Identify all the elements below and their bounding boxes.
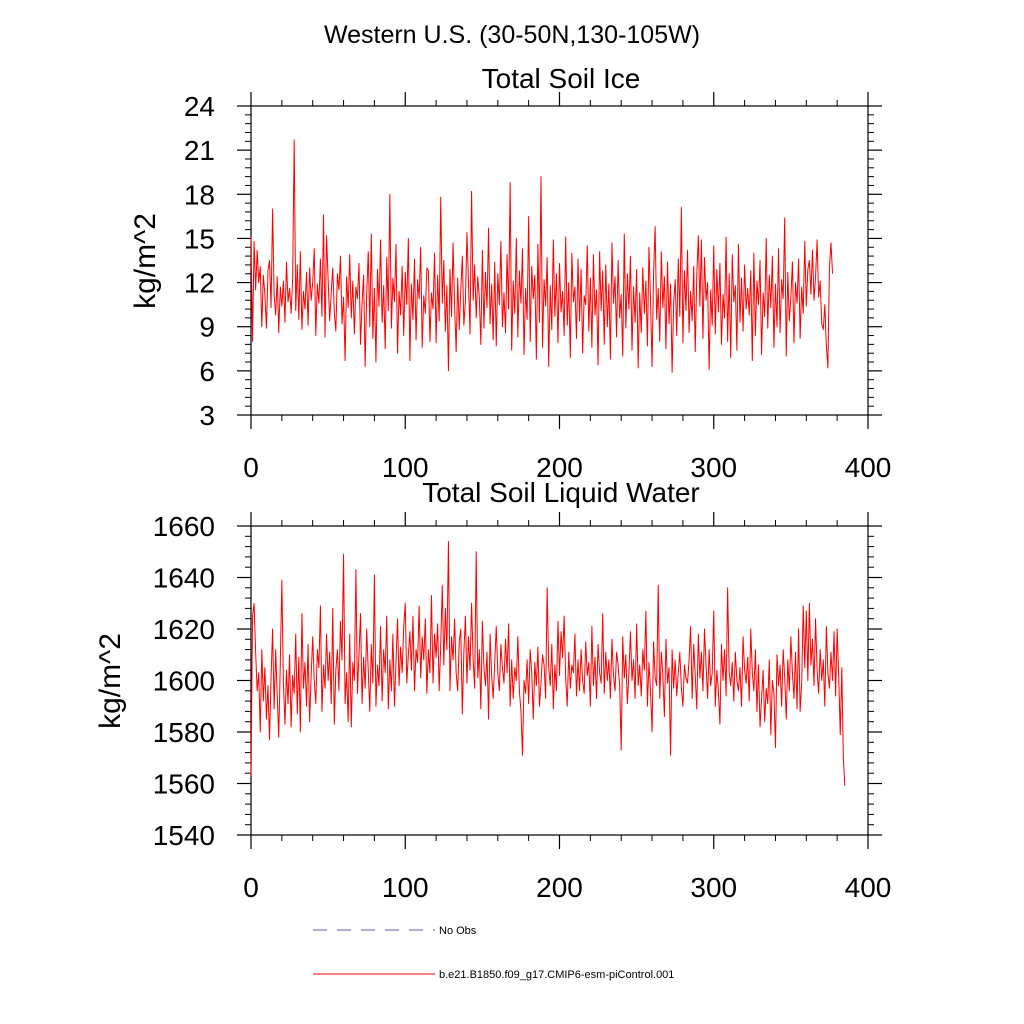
chart-title-soil-ice: Total Soil Ice [482,63,641,94]
x-tick-label-soil-ice: 300 [690,452,737,483]
y-tick-label-soil-ice: 24 [184,91,215,122]
y-tick-label-soil-ice: 6 [199,356,215,387]
y-tick-label-soil-ice: 3 [199,400,215,431]
y-tick-label-soil-ice: 12 [184,268,215,299]
chart-title-soil-liquid-water: Total Soil Liquid Water [422,477,700,508]
legend: No Obs b.e21.B1850.f09_g17.CMIP6-esm-piC… [313,925,674,981]
y-tick-label-soil-liquid-water: 1660 [153,511,215,542]
series-line-soil-liquid-water [250,540,846,787]
y-tick-label-soil-ice: 15 [184,223,215,254]
panel-soil-ice: Total Soil Ice 0 100 200 300 400 3 6 9 12 15 18 21 2… [129,63,891,483]
y-tick-label-soil-ice: 18 [184,179,215,210]
y-tick-label-soil-ice: 9 [199,312,215,343]
x-tick-label-soil-liquid-water: 300 [690,872,737,903]
plot-frame-soil-ice [250,105,869,416]
x-tick-label-soil-liquid-water: 200 [536,872,583,903]
axis-ticks-soil-liquid-water: 0 100 200 300 400 1540 1560 1580 1600 1620 1640 166… [153,511,892,903]
x-tick-label-soil-ice: 0 [243,452,259,483]
x-tick-label-soil-liquid-water: 0 [243,872,259,903]
y-tick-label-soil-liquid-water: 1560 [153,769,215,800]
x-tick-label-soil-ice: 400 [845,452,892,483]
y-tick-label-soil-liquid-water: 1580 [153,717,215,748]
x-tick-label-soil-liquid-water: 100 [382,872,429,903]
figure-title: Western U.S. (30-50N,130-105W) [324,21,700,49]
x-tick-label-soil-ice: 200 [536,452,583,483]
panel-soil-liquid-water: Total Soil Liquid Water 0 100 200 300 400 154… [94,477,891,903]
y-tick-label-soil-liquid-water: 1620 [153,614,215,645]
y-tick-label-soil-ice: 21 [184,135,215,166]
axis-ticks-soil-ice: 0 100 200 300 400 3 6 9 12 15 18 21 24 [184,91,892,483]
y-tick-label-soil-liquid-water: 1540 [153,820,215,851]
y-axis-label-soil-liquid-water: kg/m^2 [94,633,127,729]
legend-obs-label: No Obs [439,925,477,937]
x-tick-label-soil-ice: 100 [382,452,429,483]
series-line-soil-ice [250,139,834,373]
y-axis-label-soil-ice: kg/m^2 [129,213,162,309]
x-tick-label-soil-liquid-water: 400 [845,872,892,903]
legend-model-label: b.e21.B1850.f09_g17.CMIP6-esm-piControl.… [439,969,674,981]
y-tick-label-soil-liquid-water: 1640 [153,563,215,594]
y-tick-label-soil-liquid-water: 1600 [153,666,215,697]
